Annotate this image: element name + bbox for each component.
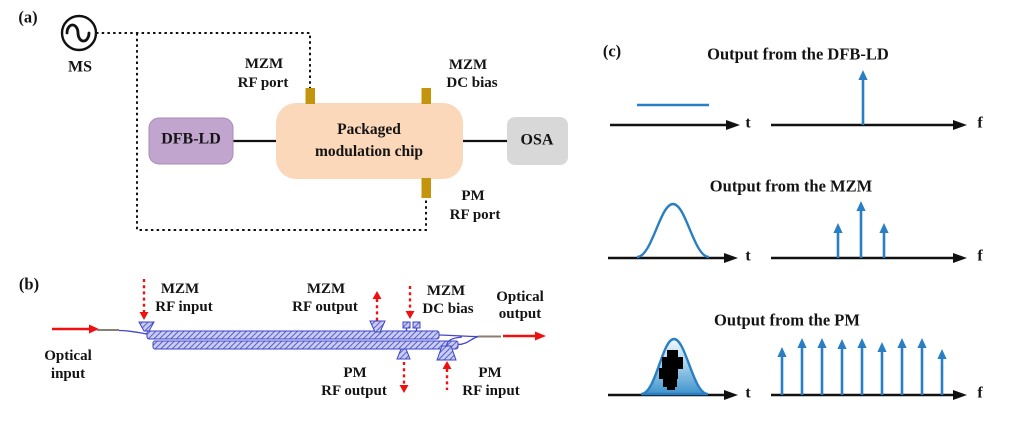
dfb-ld-box xyxy=(148,117,234,165)
time-axis-row3-arrowhead xyxy=(724,390,738,400)
pm-rf-port-pin xyxy=(421,178,431,198)
mzm-rf-port-pin xyxy=(305,88,315,104)
pm-rf-input-label-line2: RF input xyxy=(462,383,520,400)
row1-time-axis-label: t xyxy=(745,114,751,132)
mzm-rf-output-label-line1: MZM xyxy=(306,281,346,298)
optical-input-label-line2: input xyxy=(50,366,86,383)
row3-time-axis-label: t xyxy=(745,384,751,402)
spectrum-mzm xyxy=(833,201,889,258)
ms-label: MS xyxy=(68,58,92,76)
mzm-rf-input-label-line1: MZM xyxy=(160,281,200,298)
mzm-dc-bias-label-line2: DC bias xyxy=(446,75,498,92)
gaussian-pulse-waveform xyxy=(636,202,710,259)
panel-c-label: (c) xyxy=(602,41,622,61)
input-waveguide-lead xyxy=(118,329,148,335)
dc-bias-pad-right xyxy=(412,321,421,329)
pm-rf-port-label-line1: PM xyxy=(461,188,485,205)
panel-b-label: (b) xyxy=(18,274,40,294)
optical-output-label-line2: output xyxy=(498,306,542,323)
pm-rf-output-arrow xyxy=(399,362,409,393)
mzm-rf-input-label-line2: RF input xyxy=(155,299,213,316)
time-axis-row1-arrowhead xyxy=(726,120,740,130)
optical-input-arrowhead xyxy=(89,324,99,334)
row1-title: Output from the DFB-LD xyxy=(707,44,889,64)
chirp-scribble-mark xyxy=(659,350,683,390)
sine-wave-icon xyxy=(65,23,91,43)
mzm-dc-bias-b-label-line2: DC bias xyxy=(422,301,474,318)
spectrum-dfb-ld xyxy=(858,70,868,125)
upper-output-waveguide xyxy=(438,334,479,338)
panel-c-graphics xyxy=(608,70,967,400)
row2-time-axis-label: t xyxy=(745,247,751,265)
mzm-rf-output-label-line2: RF output xyxy=(292,299,358,316)
pm-rf-input-pad xyxy=(436,345,457,361)
panel-a-label: (a) xyxy=(18,7,38,27)
mzm-rf-port-label-line1: MZM xyxy=(244,56,284,73)
mzm-rf-output-pad xyxy=(369,320,386,333)
freq-axis-row1-arrowhead xyxy=(953,120,967,130)
osa-box xyxy=(507,117,568,165)
row2-freq-axis-label: f xyxy=(977,247,983,265)
pm-rf-output-label-line1: PM xyxy=(343,365,367,382)
pm-electrode-band xyxy=(152,340,459,350)
panel-a-graphics xyxy=(60,14,568,231)
pm-rf-port-label-line2: RF port xyxy=(449,207,501,224)
freq-axis-row3-arrowhead xyxy=(953,390,967,400)
mzm-rf-port-label-line2: RF port xyxy=(237,75,289,92)
pm-rf-input-arrow xyxy=(442,361,452,390)
optical-output-label-line1: Optical xyxy=(496,289,544,306)
row3-title: Output from the PM xyxy=(714,310,860,330)
dfb-ld-box-label: DFB-LD xyxy=(161,130,221,148)
mzm-rf-input-arrow xyxy=(139,279,149,320)
mzm-dc-bias-pin xyxy=(421,88,431,104)
freq-axis-row2-arrowhead xyxy=(953,253,967,263)
dashed-line-ms-to-pm-rf-port xyxy=(136,33,427,231)
panel-b-graphics xyxy=(52,279,546,393)
mzm-rf-input-pad xyxy=(138,321,155,332)
row2-title: Output from the MZM xyxy=(709,176,873,196)
osa-box-label: OSA xyxy=(520,131,554,149)
optical-output-arrowhead xyxy=(535,331,546,341)
dc-bias-pad-left xyxy=(402,321,411,329)
pm-rf-output-pad xyxy=(396,348,411,360)
optical-input-label-line1: Optical xyxy=(44,348,92,365)
mzm-electrode-band xyxy=(146,330,440,340)
row1-freq-axis-label: f xyxy=(977,114,983,132)
pm-rf-input-label-line1: PM xyxy=(478,365,502,382)
row3-freq-axis-label: f xyxy=(977,384,983,402)
time-axis-row2-arrowhead xyxy=(724,253,738,263)
pm-rf-output-label-line2: RF output xyxy=(321,383,387,400)
mzm-dc-bias-b-label-line1: MZM xyxy=(426,283,466,300)
chip-box-label-line1: Packaged xyxy=(337,120,401,138)
lower-output-waveguide xyxy=(457,336,479,346)
mzm-dc-bias-arrow xyxy=(405,286,415,319)
chip-box-label-line2: modulation chip xyxy=(314,142,424,160)
mzm-rf-output-arrow xyxy=(372,291,382,323)
pm-input-feedline xyxy=(445,336,463,347)
modulation-chip-box xyxy=(276,103,463,179)
spectrum-pm xyxy=(777,338,947,395)
mzm-dc-bias-label-line1: MZM xyxy=(448,57,488,74)
